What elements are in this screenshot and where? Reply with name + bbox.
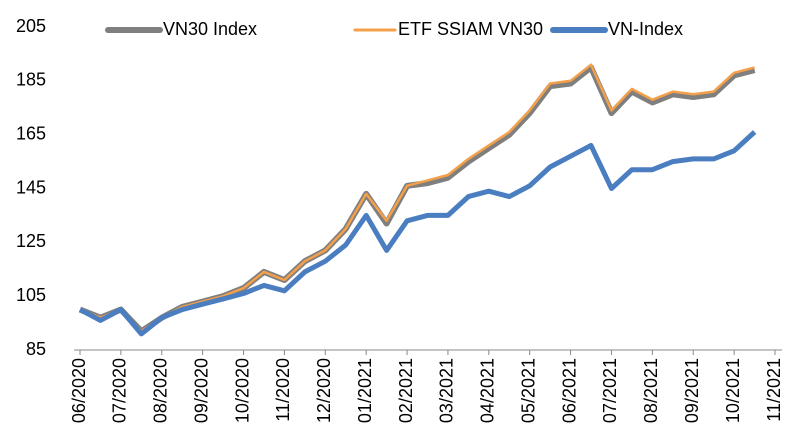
y-tick-label: 85 [26,339,46,359]
x-tick-label: 07/2021 [600,358,620,423]
series-line [78,64,756,335]
x-tick-label: 10/2020 [232,358,252,423]
x-tick-label: 12/2020 [314,358,334,423]
y-tick-label: 125 [16,231,46,251]
x-tick-label: 08/2021 [641,358,661,423]
x-tick-label: 02/2021 [396,358,416,423]
legend-label: VN30 Index [163,19,257,39]
x-tick-label: 05/2021 [518,358,538,423]
series-line [78,130,757,337]
x-tick-label: 01/2021 [355,358,375,423]
y-tick-label: 185 [16,70,46,90]
x-tick-label: 11/2021 [764,358,784,422]
x-tick-label: 03/2021 [437,358,457,423]
x-tick-label: 09/2021 [682,358,702,423]
x-tick-label: 07/2020 [110,358,130,423]
y-tick-label: 145 [16,177,46,197]
legend-label: ETF SSIAM VN30 [398,19,543,39]
x-tick-label: 10/2021 [723,358,743,423]
legend-label: VN-Index [608,19,683,39]
y-tick-label: 105 [16,285,46,305]
y-tick-label: 205 [16,16,46,36]
x-tick-label: 04/2021 [478,358,498,423]
y-tick-label: 165 [16,123,46,143]
x-tick-label: 06/2021 [559,358,579,423]
x-tick-label: 09/2020 [191,358,211,423]
x-tick-label: 11/2020 [273,358,293,422]
x-tick-label: 08/2020 [151,358,171,423]
series-line [79,63,755,333]
x-tick-label: 06/2020 [69,358,89,423]
